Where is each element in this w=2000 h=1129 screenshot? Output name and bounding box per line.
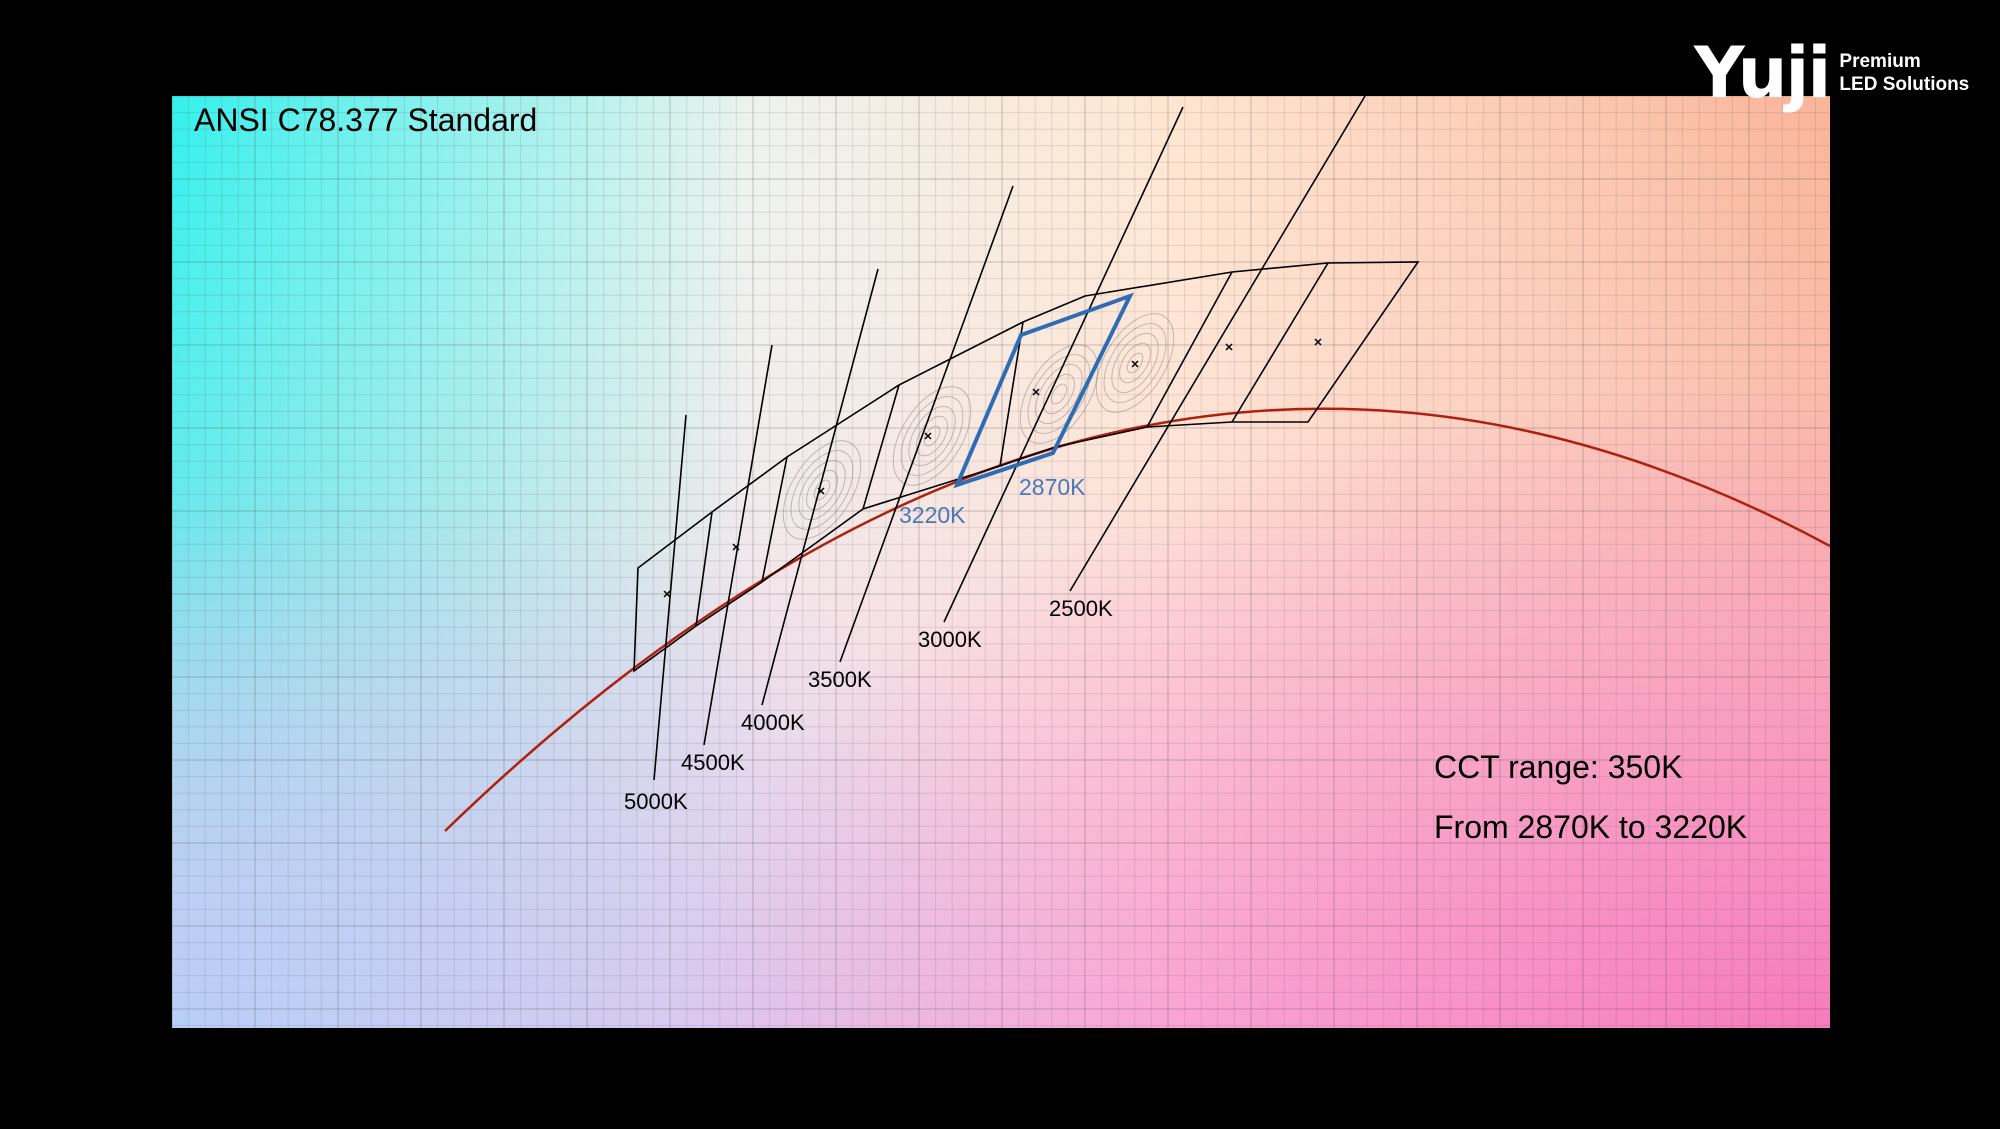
- brand-tagline-line2: LED Solutions: [1839, 74, 1970, 95]
- cct-range-text: CCT range: 350K: [1434, 749, 1682, 785]
- cct-label-3000k: 3000K: [918, 627, 982, 652]
- macadam-ellipse: [923, 425, 941, 447]
- quad-divider: [862, 384, 900, 510]
- center-markers: [663, 338, 1322, 598]
- brand-name: Yuji: [1694, 32, 1831, 114]
- brand-logo: Yuji Premium LED Solutions: [1694, 28, 1969, 118]
- quad-divider: [999, 321, 1024, 467]
- cct-label-4500k: 4500K: [681, 750, 745, 775]
- macadam-ellipse: [1126, 352, 1144, 374]
- highlight-label-3220k: 3220K: [899, 502, 966, 528]
- center-marker: [1032, 388, 1040, 396]
- center-marker: [817, 487, 825, 495]
- macadam-ellipse: [1043, 373, 1075, 415]
- quad-divider: [761, 456, 788, 583]
- macadam-ellipse: [1035, 363, 1083, 425]
- macadam-ellipse: [1119, 342, 1151, 384]
- ansi-quadrangles: [633, 261, 1420, 673]
- macadam-ellipse: [916, 415, 948, 457]
- macadam-ellipse: [1027, 354, 1091, 434]
- macadam-ellipse: [892, 386, 972, 486]
- isotherm-3500k: [839, 185, 1014, 663]
- center-marker: [924, 432, 932, 440]
- center-marker: [663, 590, 671, 598]
- isotherm-5000k: [653, 414, 687, 781]
- brand-tagline: Premium LED Solutions: [1839, 50, 1969, 96]
- center-marker: [1225, 343, 1233, 351]
- center-marker: [1314, 338, 1322, 346]
- highlight-label-2870k: 2870K: [1019, 474, 1086, 500]
- cct-label-3500k: 3500K: [808, 667, 872, 692]
- brand-tagline-line1: Premium: [1839, 51, 1921, 72]
- highlight-quadrangle: [953, 292, 1134, 489]
- cct-label-2500k: 2500K: [1049, 596, 1113, 621]
- cct-label-4000k: 4000K: [741, 710, 805, 735]
- macadam-ellipse: [1103, 323, 1167, 403]
- isotherm-4000k: [761, 268, 879, 706]
- isotherm-lines: [653, 95, 1366, 781]
- macadam-ellipses: [782, 313, 1175, 540]
- quad-divider: [1146, 271, 1233, 428]
- center-marker: [1131, 360, 1139, 368]
- macadam-ellipse: [1095, 313, 1175, 413]
- macadam-ellipse: [908, 405, 956, 467]
- quad-divider: [1231, 262, 1329, 423]
- quad-divider: [695, 511, 713, 627]
- macadam-ellipse: [1111, 332, 1159, 394]
- macadam-ellipse: [782, 440, 862, 540]
- macadam-ellipse: [1019, 344, 1099, 444]
- cct-label-5000k: 5000K: [624, 789, 688, 814]
- macadam-ellipse: [1050, 383, 1068, 405]
- planckian-locus: [444, 407, 1830, 832]
- plot-background: [172, 96, 1830, 1028]
- macadam-ellipse: [790, 450, 854, 530]
- plot-title: ANSI C78.377 Standard: [194, 102, 537, 138]
- cct-span-text: From 2870K to 3220K: [1434, 809, 1747, 845]
- center-marker: [732, 543, 740, 551]
- grid: [172, 96, 1830, 1028]
- macadam-ellipse: [798, 459, 846, 521]
- macadam-ellipse: [806, 469, 838, 511]
- isotherm-3000k: [943, 106, 1184, 623]
- isotherm-2500k: [1069, 95, 1366, 592]
